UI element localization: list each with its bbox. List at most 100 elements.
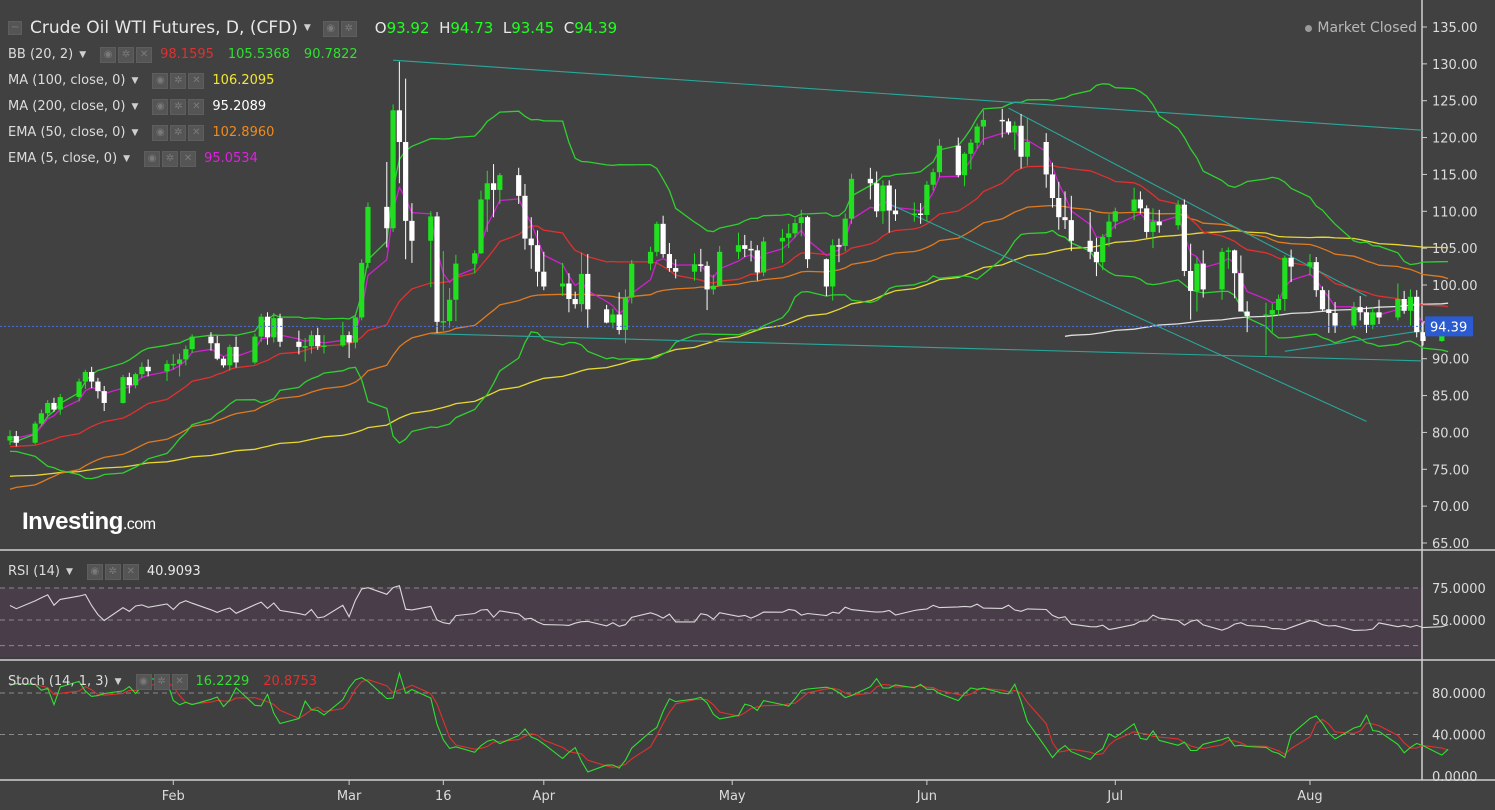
close-icon[interactable]: ✕ xyxy=(122,564,139,580)
candle-body[interactable] xyxy=(208,336,214,344)
candle-body[interactable] xyxy=(164,363,170,372)
candle-body[interactable] xyxy=(1106,221,1112,238)
candle-body[interactable] xyxy=(1100,237,1106,263)
candle-body[interactable] xyxy=(1137,199,1143,209)
candle-body[interactable] xyxy=(717,251,723,286)
candle-body[interactable] xyxy=(82,371,88,382)
eye-icon[interactable]: ◉ xyxy=(144,151,161,167)
candle-body[interactable] xyxy=(183,349,189,360)
candle-body[interactable] xyxy=(45,402,51,414)
candle-body[interactable] xyxy=(786,233,792,238)
close-icon[interactable]: ✕ xyxy=(171,674,188,690)
candle-body[interactable] xyxy=(472,253,478,264)
candle-body[interactable] xyxy=(1275,299,1282,311)
candle-body[interactable] xyxy=(880,185,886,212)
candle-body[interactable] xyxy=(930,172,936,185)
candle-body[interactable] xyxy=(1376,312,1382,318)
gear-icon[interactable]: ✲ xyxy=(153,674,170,690)
candle-body[interactable] xyxy=(1062,217,1068,221)
candle-body[interactable] xyxy=(1144,208,1150,232)
candle-body[interactable] xyxy=(1188,270,1194,291)
candle-body[interactable] xyxy=(1156,221,1162,226)
close-icon[interactable]: ✕ xyxy=(180,151,197,167)
candle-body[interactable] xyxy=(101,391,107,403)
candle-body[interactable] xyxy=(698,264,704,266)
candle-body[interactable] xyxy=(133,374,139,386)
indicator-label[interactable]: EMA (5, close, 0) xyxy=(8,151,118,166)
candle-body[interactable] xyxy=(1407,296,1414,311)
candle-body[interactable] xyxy=(779,237,786,242)
candle-body[interactable] xyxy=(647,251,654,264)
candle-body[interactable] xyxy=(38,413,44,424)
candle-body[interactable] xyxy=(704,265,710,290)
candle-body[interactable] xyxy=(1326,309,1332,314)
candle-body[interactable] xyxy=(321,345,327,347)
candle-body[interactable] xyxy=(961,153,968,176)
chevron-down-icon[interactable]: ▼ xyxy=(65,566,73,577)
candle-body[interactable] xyxy=(1131,199,1137,212)
candle-body[interactable] xyxy=(522,195,528,239)
candle-body[interactable] xyxy=(220,358,227,366)
eye-icon[interactable]: ◉ xyxy=(322,20,339,37)
candle-body[interactable] xyxy=(139,366,145,375)
candle-body[interactable] xyxy=(1363,312,1370,325)
candle-body[interactable] xyxy=(384,206,390,229)
eye-icon[interactable]: ◉ xyxy=(152,125,169,141)
candle-body[interactable] xyxy=(892,210,899,215)
candle-body[interactable] xyxy=(710,285,716,290)
candle-body[interactable] xyxy=(1181,204,1187,271)
indicator-label[interactable]: EMA (50, close, 0) xyxy=(8,125,126,140)
candle-body[interactable] xyxy=(484,183,490,200)
candle-body[interactable] xyxy=(804,217,811,260)
candle-body[interactable] xyxy=(1175,204,1181,226)
candle-body[interactable] xyxy=(308,335,315,347)
candle-body[interactable] xyxy=(440,321,446,323)
rsi-label[interactable]: RSI (14) xyxy=(8,564,60,579)
candle-body[interactable] xyxy=(13,436,19,443)
candle-body[interactable] xyxy=(792,223,798,234)
candle-body[interactable] xyxy=(748,248,754,251)
candle-body[interactable] xyxy=(359,262,365,318)
candle-body[interactable] xyxy=(836,245,842,247)
candle-body[interactable] xyxy=(89,371,95,382)
gear-icon[interactable]: ✲ xyxy=(170,125,187,141)
candle-body[interactable] xyxy=(974,126,980,143)
candle-body[interactable] xyxy=(315,335,321,347)
close-icon[interactable]: ✕ xyxy=(136,47,153,63)
candle-body[interactable] xyxy=(886,185,892,211)
candle-body[interactable] xyxy=(1024,141,1030,157)
candle-body[interactable] xyxy=(918,213,924,215)
candle-body[interactable] xyxy=(396,110,402,142)
candle-body[interactable] xyxy=(691,264,698,272)
candle-body[interactable] xyxy=(924,184,930,215)
candle-body[interactable] xyxy=(365,206,371,263)
eye-icon[interactable]: ◉ xyxy=(86,564,103,580)
candle-body[interactable] xyxy=(516,175,522,196)
chevron-down-icon[interactable]: ▼ xyxy=(303,23,311,33)
candle-body[interactable] xyxy=(1194,263,1200,291)
candle-body[interactable] xyxy=(233,346,239,363)
indicator-label[interactable]: MA (100, close, 0) xyxy=(8,73,126,88)
collapse-icon[interactable]: − xyxy=(8,21,22,35)
candle-body[interactable] xyxy=(1018,125,1024,157)
candle-body[interactable] xyxy=(874,183,880,212)
chevron-down-icon[interactable]: ▼ xyxy=(114,676,122,687)
candle-body[interactable] xyxy=(352,317,358,343)
indicator-label[interactable]: BB (20, 2) xyxy=(8,47,74,62)
candle-body[interactable] xyxy=(1012,125,1018,133)
candle-body[interactable] xyxy=(1068,220,1074,241)
candle-body[interactable] xyxy=(1225,250,1231,252)
candle-body[interactable] xyxy=(76,381,82,398)
candle-body[interactable] xyxy=(848,178,855,219)
candle-body[interactable] xyxy=(1414,296,1420,333)
candle-body[interactable] xyxy=(578,273,585,305)
gear-icon[interactable]: ✲ xyxy=(104,564,121,580)
candle-body[interactable] xyxy=(1112,211,1118,222)
candle-body[interactable] xyxy=(434,216,440,322)
candle-body[interactable] xyxy=(616,314,622,330)
candle-body[interactable] xyxy=(120,377,126,403)
eye-icon[interactable]: ◉ xyxy=(135,674,152,690)
candle-body[interactable] xyxy=(1288,257,1294,267)
close-icon[interactable]: ✕ xyxy=(188,73,205,89)
